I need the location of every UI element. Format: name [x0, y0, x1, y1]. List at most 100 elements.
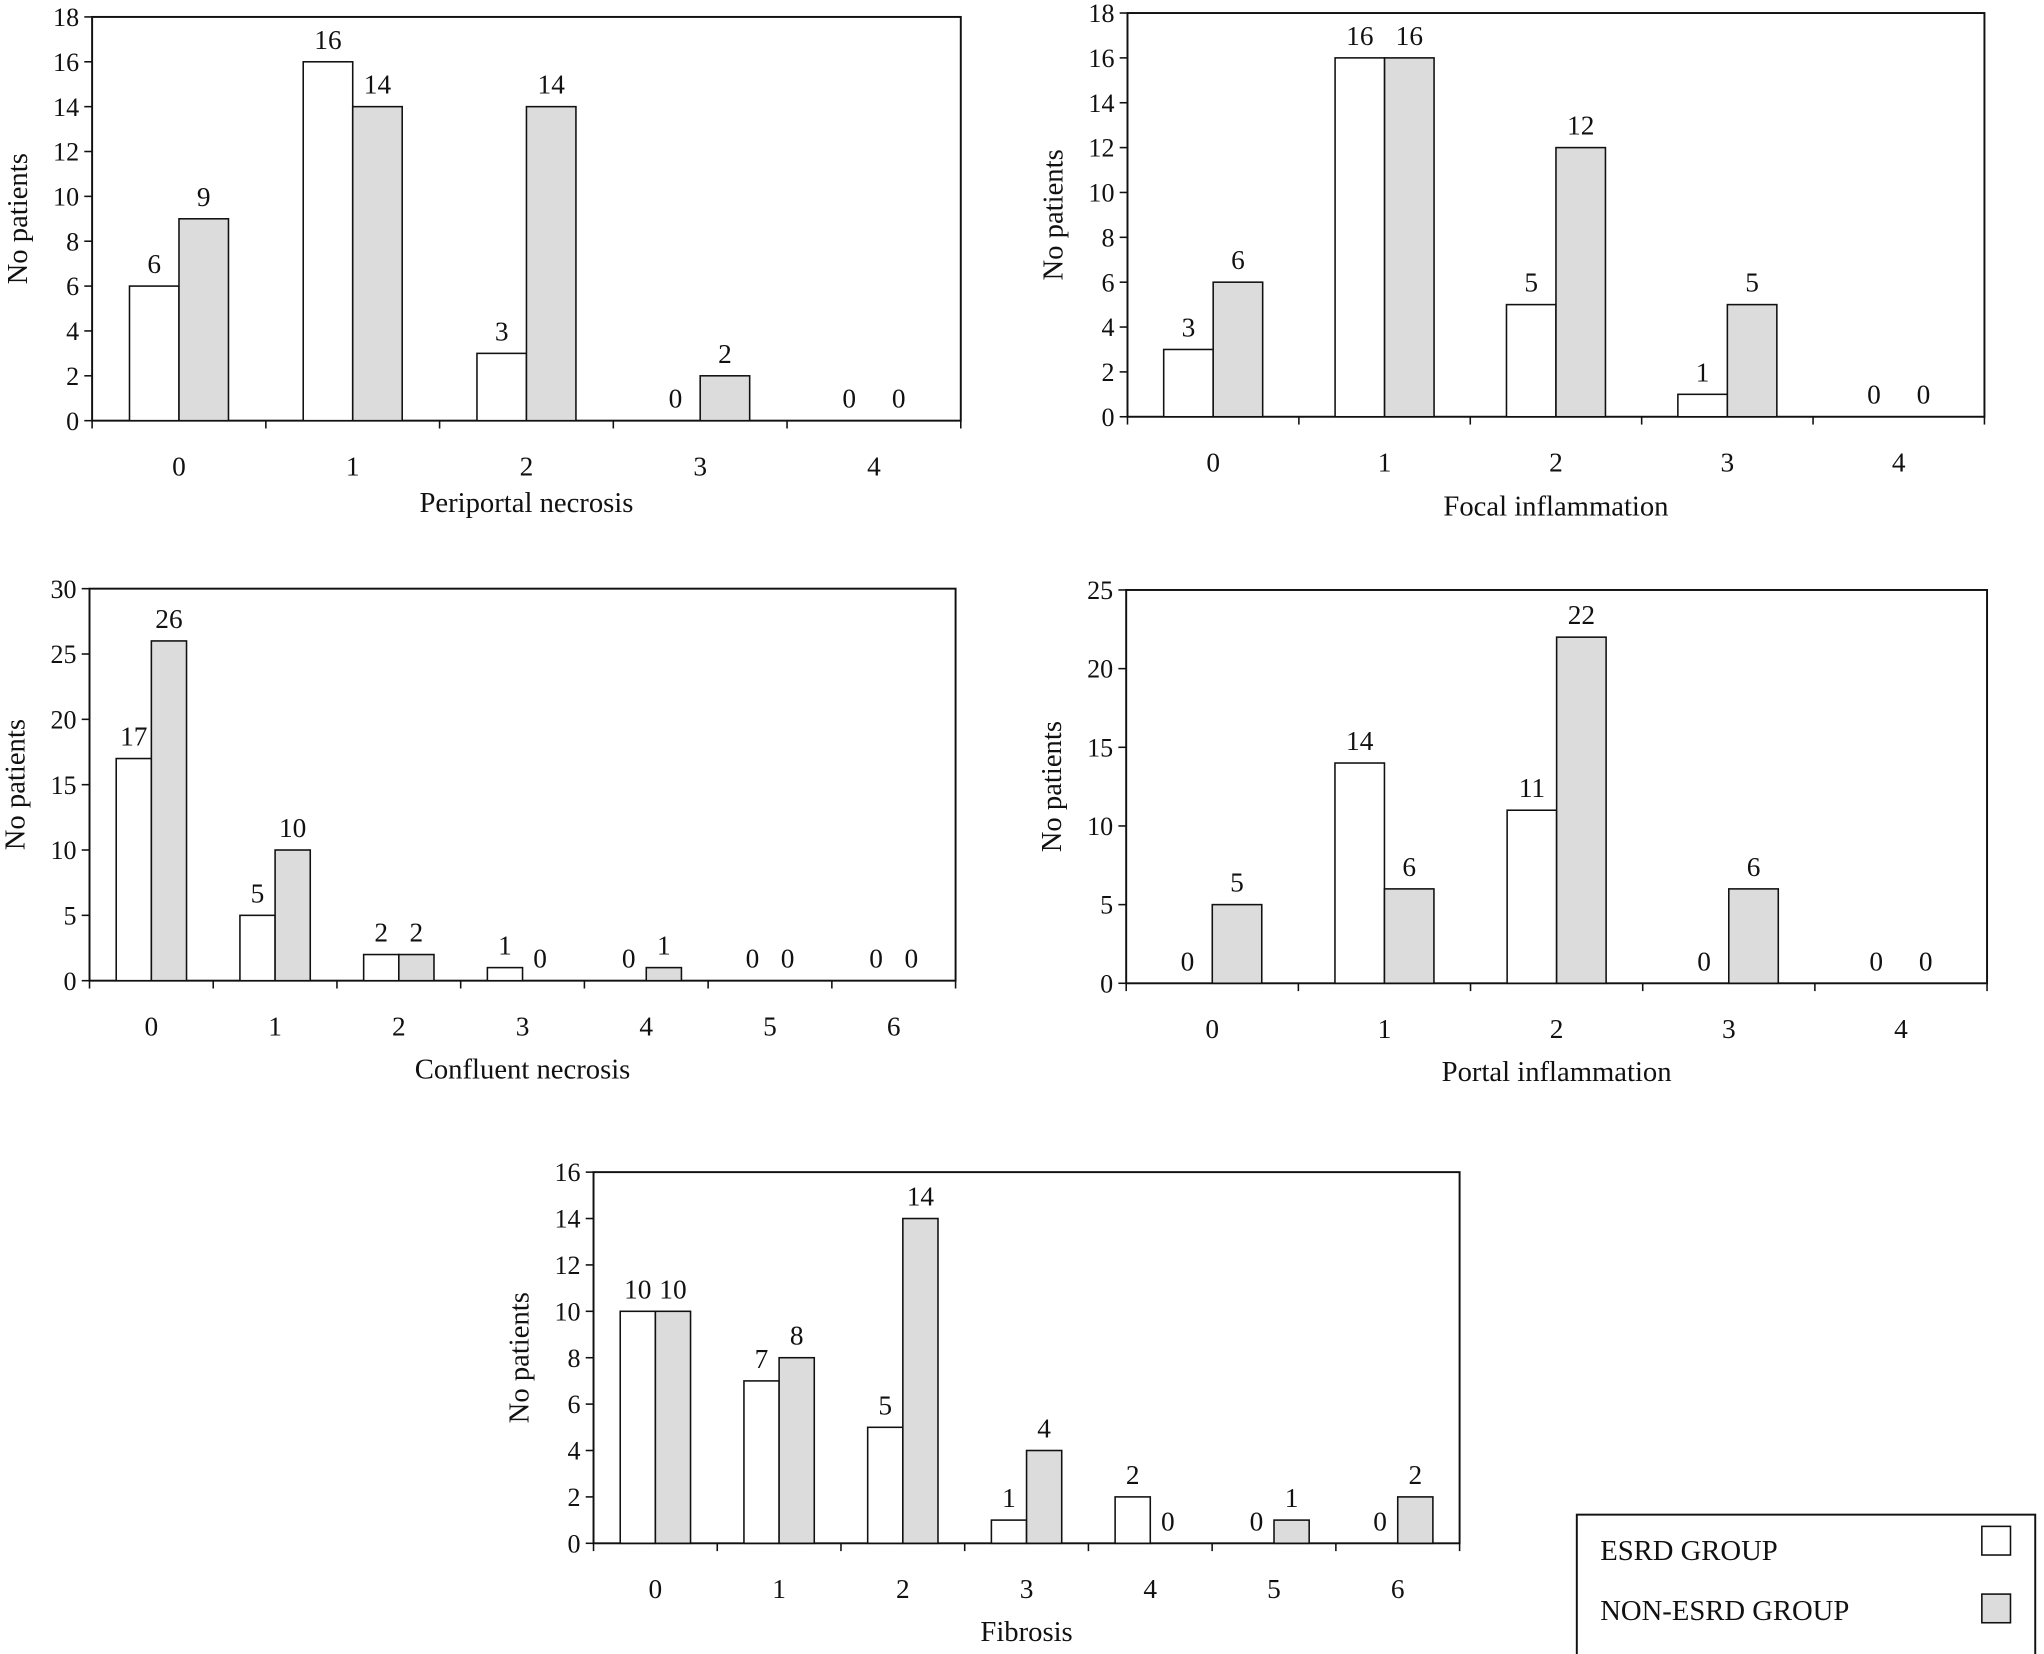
bar-esrd [1677, 393, 1729, 418]
data-label-non-esrd: 2 [410, 918, 424, 948]
bar-non-esrd [1728, 888, 1780, 985]
bar-non-esrd [274, 849, 312, 982]
y-tick-label: 0 [63, 967, 76, 996]
data-label-esrd: 1 [498, 931, 512, 961]
x-tick-label: 4 [1143, 1574, 1157, 1604]
y-tick-label: 14 [53, 93, 79, 122]
y-tick-label: 0 [1101, 403, 1114, 432]
y-tick-label: 6 [66, 272, 79, 301]
y-tick-label: 20 [1087, 655, 1113, 684]
legend-swatch-esrd [1981, 1525, 2012, 1556]
y-tick-label: 8 [567, 1344, 580, 1373]
legend-label-esrd: ESRD GROUP [1600, 1535, 1777, 1567]
x-tick-label: 6 [1391, 1574, 1405, 1604]
data-label-esrd: 1 [1002, 1483, 1016, 1513]
y-tick-label: 4 [66, 317, 79, 346]
x-axis-title: Fibrosis [980, 1616, 1072, 1648]
y-tick-label: 8 [66, 227, 79, 256]
y-tick-label: 0 [66, 407, 79, 436]
bar-esrd [239, 914, 276, 982]
x-tick-label: 2 [1549, 447, 1563, 477]
data-label-non-esrd: 1 [657, 931, 671, 961]
x-tick-label: 3 [1020, 1574, 1034, 1604]
bar-esrd [1162, 348, 1214, 418]
data-label-esrd: 0 [746, 944, 760, 974]
y-tick-label: 0 [1100, 969, 1113, 998]
bar-non-esrd [1211, 903, 1263, 985]
data-label-esrd: 7 [755, 1344, 769, 1374]
bar-esrd [362, 953, 400, 982]
data-label-non-esrd: 10 [659, 1274, 686, 1304]
y-tick-label: 14 [1088, 89, 1114, 118]
x-tick-label: 3 [693, 451, 707, 481]
x-tick-label: 6 [887, 1011, 901, 1041]
y-tick-label: 6 [567, 1390, 580, 1419]
y-tick-label: 16 [1088, 44, 1114, 73]
x-tick-label: 0 [1206, 447, 1220, 477]
y-tick-label: 16 [554, 1158, 580, 1187]
y-axis-title: No patients [0, 719, 31, 850]
x-tick-label: 4 [1894, 1014, 1908, 1044]
bar-non-esrd [1726, 303, 1778, 418]
data-label-non-esrd: 6 [1747, 852, 1761, 882]
data-label-non-esrd: 14 [364, 70, 392, 100]
data-label-non-esrd: 14 [538, 70, 566, 100]
bar-esrd [476, 352, 528, 422]
chart-focal-inflammation: 0 2 4 6 8 10 12 14 16 18 0 3 6 1 16 16 2 5 12 3 1 5 4 0 0 Focal i… [1037, 0, 1986, 523]
legend: ESRD GROUP NON-ESRD GROUP [1575, 1513, 2037, 1654]
x-tick-label: 4 [867, 451, 881, 481]
y-tick-label: 14 [554, 1205, 580, 1234]
data-label-esrd: 0 [869, 944, 883, 974]
legend-label-non-esrd: NON-ESRD GROUP [1600, 1595, 1849, 1627]
data-label-esrd: 5 [878, 1390, 892, 1420]
y-tick-label: 16 [53, 48, 79, 77]
data-label-non-esrd: 2 [718, 339, 732, 369]
data-label-non-esrd: 0 [533, 944, 547, 974]
data-label-non-esrd: 22 [1568, 600, 1595, 630]
data-label-esrd: 5 [1524, 268, 1538, 298]
x-axis-title: Focal inflammation [1443, 491, 1668, 523]
y-tick-label: 25 [50, 640, 76, 669]
x-tick-label: 5 [763, 1011, 777, 1041]
y-tick-label: 10 [1088, 179, 1114, 208]
x-axis-title: Periportal necrosis [419, 487, 633, 519]
x-tick-label: 1 [772, 1574, 786, 1604]
x-axis-title: Portal inflammation [1442, 1056, 1672, 1088]
bar-non-esrd [1383, 57, 1435, 418]
data-label-esrd: 16 [1346, 21, 1373, 51]
y-axis-title: No patients [1036, 721, 1068, 852]
data-label-non-esrd: 0 [1917, 380, 1931, 410]
y-tick-label: 15 [50, 771, 76, 800]
y-tick-label: 12 [53, 138, 79, 167]
y-tick-label: 10 [1087, 812, 1113, 841]
legend-box [1575, 1513, 2037, 1654]
y-tick-label: 2 [1101, 358, 1114, 387]
y-tick-label: 8 [1101, 223, 1114, 252]
bar-non-esrd [1025, 1449, 1063, 1545]
data-label-esrd: 0 [669, 384, 683, 414]
bar-non-esrd [778, 1356, 816, 1545]
chart-periportal-necrosis: 0 2 4 6 8 10 12 14 16 18 0 6 9 1 16 14 2 3 14 3 0 2 4 0 0 Peripor… [2, 3, 962, 519]
x-axis-title: Confluent necrosis [415, 1053, 631, 1085]
x-tick-label: 3 [1722, 1014, 1736, 1044]
data-label-esrd: 11 [1519, 773, 1545, 803]
data-label-non-esrd: 1 [1285, 1483, 1299, 1513]
bar-non-esrd [351, 105, 403, 422]
y-tick-label: 20 [50, 705, 76, 734]
bar-non-esrd [1383, 888, 1435, 985]
bar-non-esrd [654, 1310, 692, 1545]
data-label-esrd: 0 [1867, 380, 1881, 410]
y-tick-label: 4 [567, 1437, 580, 1466]
x-tick-label: 2 [1550, 1014, 1564, 1044]
y-tick-label: 4 [1101, 313, 1114, 342]
bar-non-esrd [902, 1217, 939, 1545]
plot-area [88, 587, 957, 982]
bar-esrd [486, 966, 524, 982]
data-label-non-esrd: 8 [790, 1321, 804, 1351]
data-label-non-esrd: 5 [1745, 268, 1759, 298]
data-label-esrd: 17 [120, 722, 147, 752]
data-label-esrd: 10 [624, 1274, 651, 1304]
bar-esrd [743, 1380, 780, 1545]
chart-portal-inflammation: 0 5 10 15 20 25 0 0 5 1 14 6 2 11 22 3 0 6 4 0 0 Portal infla… [1036, 576, 1989, 1088]
